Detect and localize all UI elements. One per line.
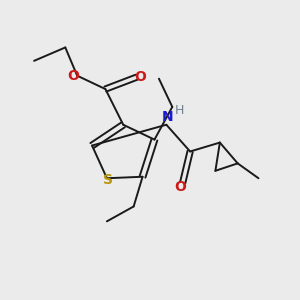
Text: S: S — [103, 173, 113, 187]
Text: O: O — [134, 70, 146, 84]
Text: O: O — [68, 69, 80, 83]
Text: H: H — [175, 104, 184, 117]
Text: O: O — [174, 180, 186, 194]
Text: N: N — [162, 110, 174, 124]
